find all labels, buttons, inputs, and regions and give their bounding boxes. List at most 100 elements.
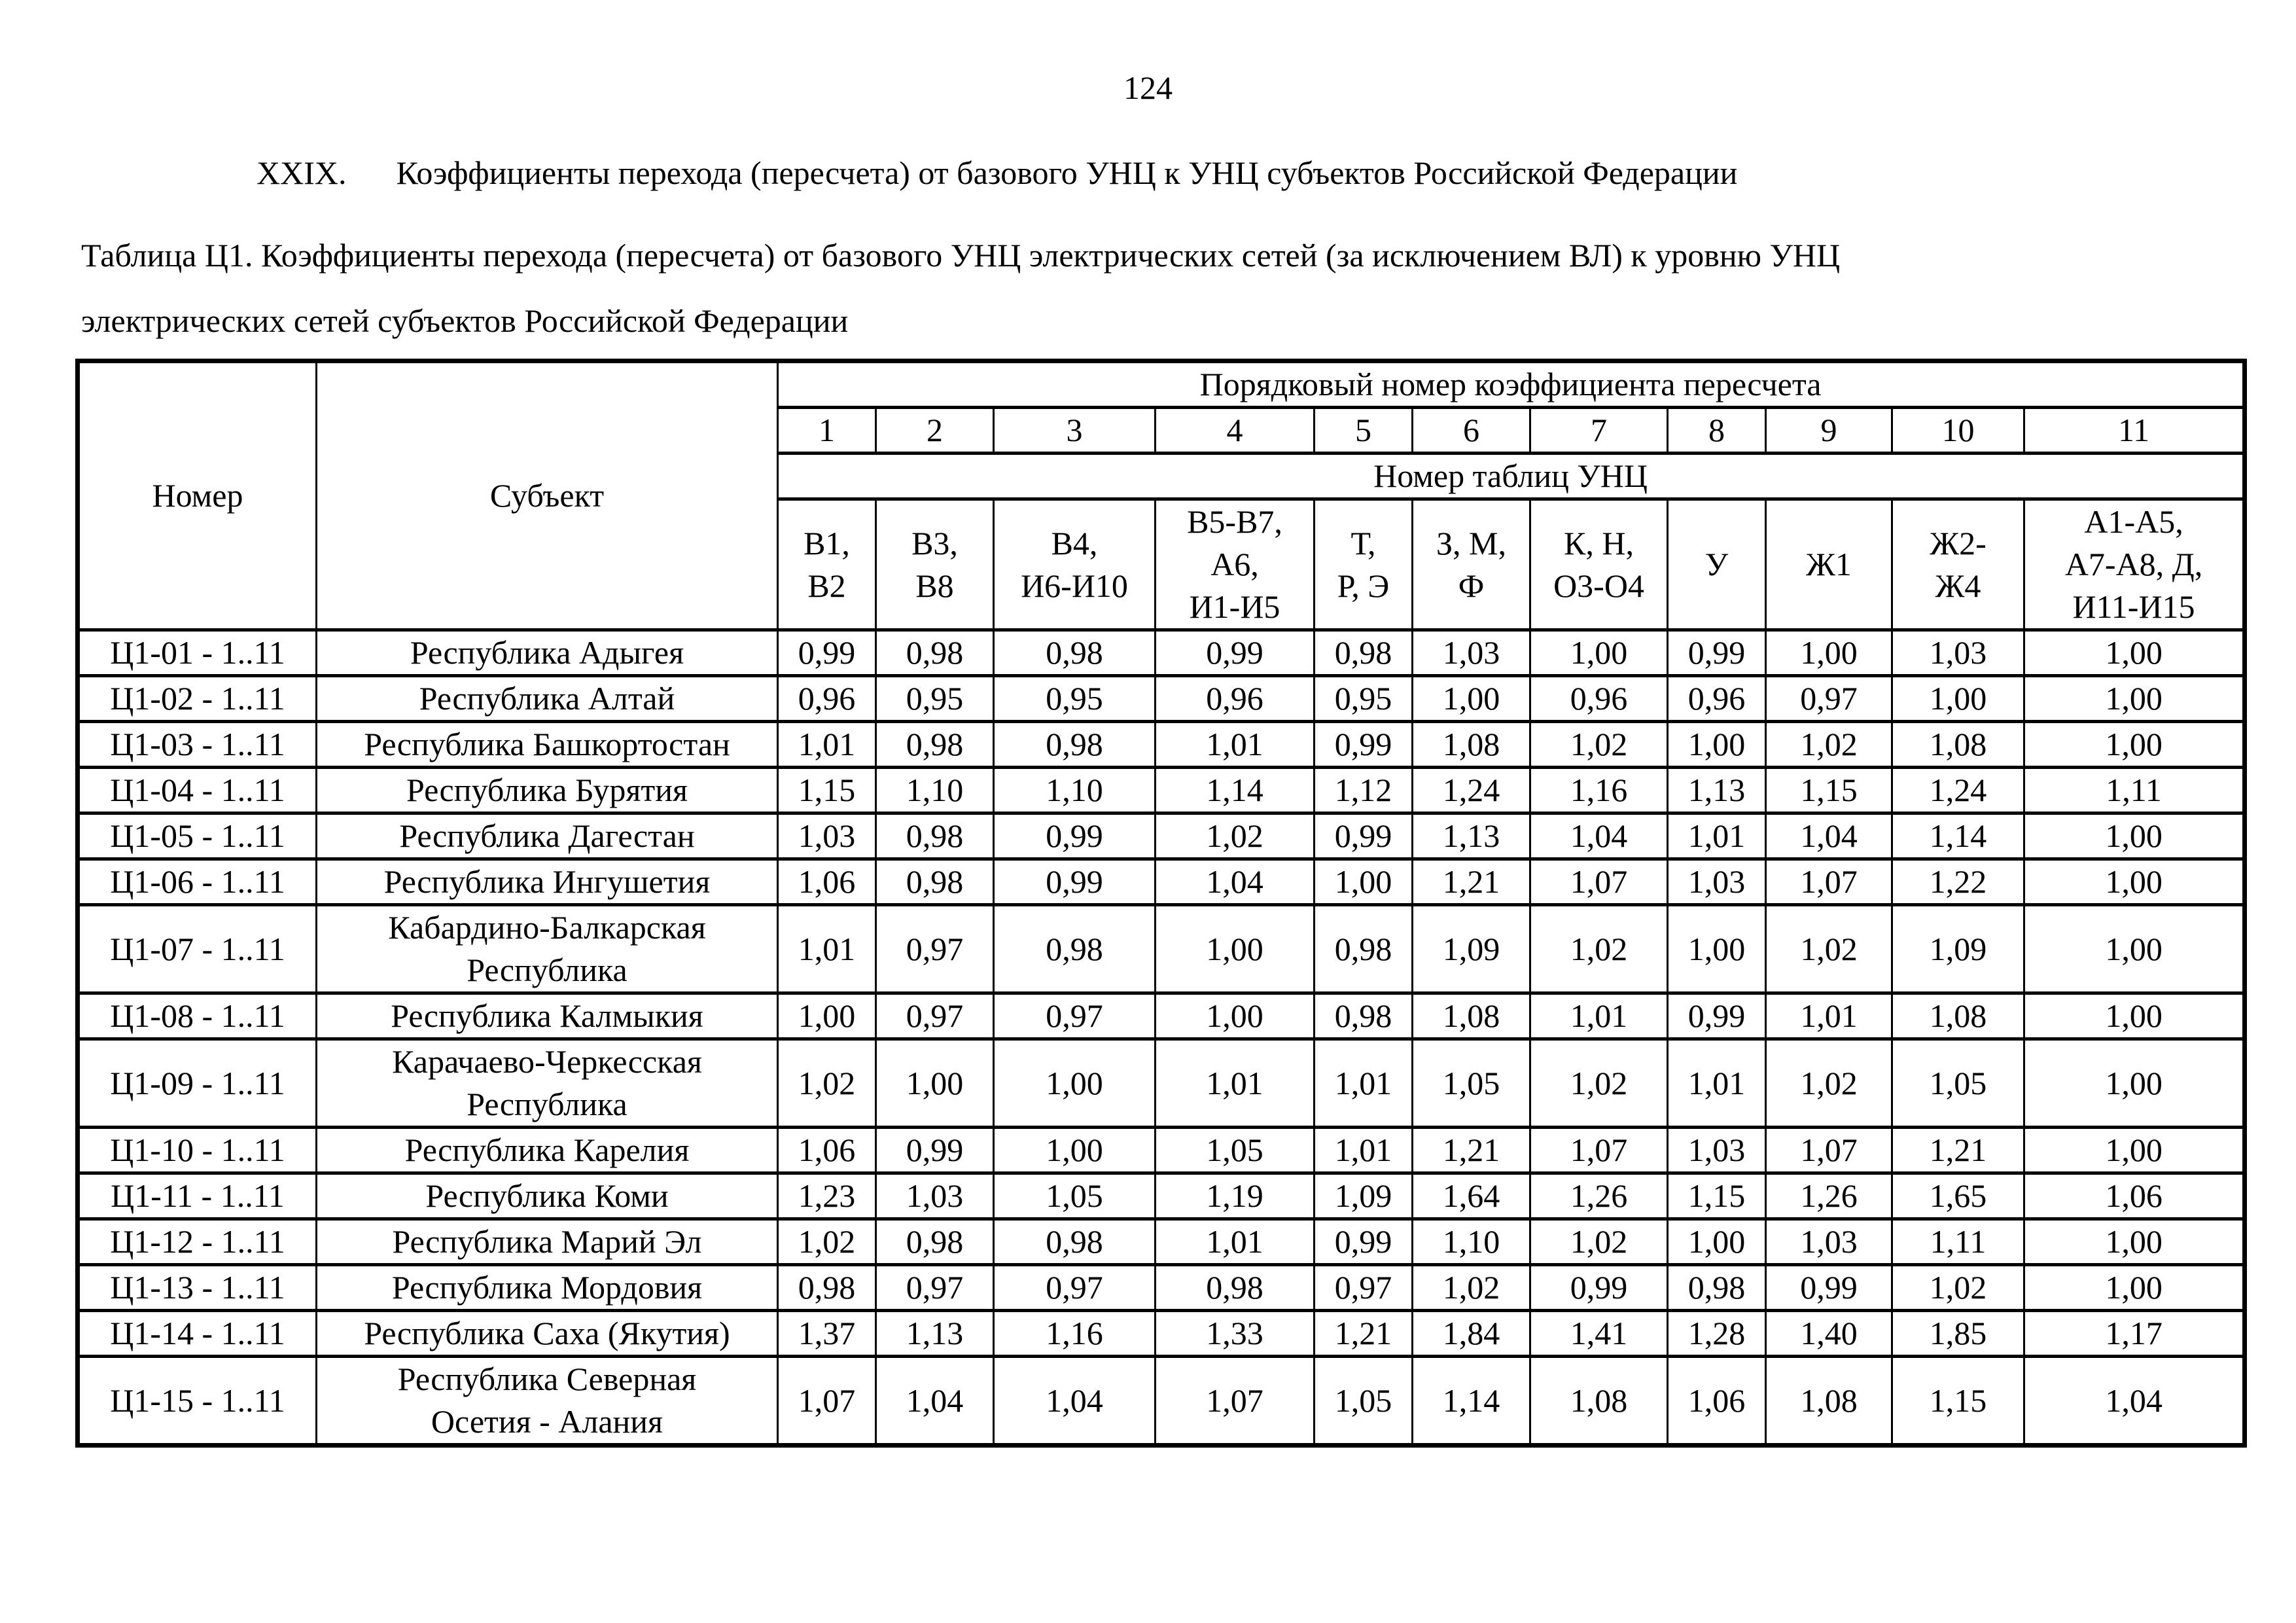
row-number-cell: Ц1-10 - 1..11 <box>77 1126 317 1175</box>
subject-cell: Республика Алтай <box>315 674 779 723</box>
row-number-cell: Ц1-05 - 1..11 <box>77 812 317 861</box>
value-cell: 1,01 <box>1529 991 1669 1041</box>
value-cell: 1,85 <box>1891 1309 2025 1358</box>
ordinal-number: 11 <box>2022 406 2246 455</box>
value-cell: 0,97 <box>875 903 995 995</box>
value-cell: 1,64 <box>1411 1171 1531 1221</box>
value-cell: 1,00 <box>1411 674 1531 723</box>
value-cell: 1,21 <box>1411 857 1531 906</box>
value-cell: 0,95 <box>993 674 1156 723</box>
value-cell: 0,98 <box>875 857 995 906</box>
value-cell: 0,97 <box>1765 674 1893 723</box>
value-cell: 1,02 <box>1411 1263 1531 1312</box>
table-row: Ц1-01 - 1..11 Республика Адыгея 0,99 0,98 0,… <box>77 628 2246 677</box>
coefficients-table: Номер Субъект Порядковый номер коэффицие… <box>75 359 2248 1448</box>
value-cell: 1,41 <box>1529 1309 1669 1358</box>
table-row: Ц1-15 - 1..11 Республика Северная Осетия … <box>77 1355 2246 1447</box>
table-body: Ц1-01 - 1..11 Республика Адыгея 0,99 0,98 0,… <box>77 628 2246 1447</box>
value-cell: 1,05 <box>993 1171 1156 1221</box>
value-cell: 1,02 <box>1529 1037 1669 1129</box>
value-cell: 1,04 <box>1529 812 1669 861</box>
value-cell: 1,23 <box>777 1171 877 1221</box>
value-cell: 1,16 <box>1529 766 1669 815</box>
value-cell: 1,06 <box>1667 1355 1767 1447</box>
value-cell: 1,08 <box>1891 720 2025 769</box>
value-cell: 1,00 <box>2022 628 2246 677</box>
table-row: Ц1-04 - 1..11 Республика Бурятия 1,15 1,10 1… <box>77 766 2246 815</box>
value-cell: 0,96 <box>1529 674 1669 723</box>
value-cell: 1,24 <box>1411 766 1531 815</box>
row-number-cell: Ц1-12 - 1..11 <box>77 1217 317 1266</box>
subject-column-header: Субъект <box>315 359 779 632</box>
ordinal-header: Порядковый номер коэффициента пересчета <box>776 359 2246 409</box>
table-row: Ц1-06 - 1..11 Республика Ингушетия 1,06 0,9… <box>77 857 2246 906</box>
subject-cell: Республика Мордовия <box>315 1263 779 1312</box>
table-row: Ц1-12 - 1..11 Республика Марий Эл 1,02 0,98… <box>77 1217 2246 1266</box>
value-cell: 1,02 <box>777 1037 877 1129</box>
value-cell: 0,99 <box>1154 628 1315 677</box>
value-cell: 1,01 <box>1154 720 1315 769</box>
value-cell: 0,99 <box>1313 720 1413 769</box>
row-number-cell: Ц1-08 - 1..11 <box>77 991 317 1041</box>
value-cell: 1,03 <box>777 812 877 861</box>
value-cell: 1,05 <box>1891 1037 2025 1129</box>
value-cell: 1,06 <box>777 857 877 906</box>
value-cell: 1,00 <box>2022 812 2246 861</box>
ordinal-numbers-row: 1 2 3 4 5 6 7 8 9 10 11 <box>78 406 2246 455</box>
value-cell: 1,00 <box>2022 720 2246 769</box>
value-cell: 1,84 <box>1411 1309 1531 1358</box>
unc-group-header: У <box>1667 497 1767 632</box>
value-cell: 1,26 <box>1529 1171 1669 1221</box>
value-cell: 1,21 <box>1411 1126 1531 1175</box>
value-cell: 1,01 <box>777 903 877 995</box>
value-cell: 1,07 <box>1765 857 1893 906</box>
table-row: Ц1-07 - 1..11 Кабардино-Балкарская Респуб… <box>77 903 2246 995</box>
subject-cell: Республика Бурятия <box>315 766 779 815</box>
value-cell: 1,02 <box>777 1217 877 1266</box>
value-cell: 0,97 <box>993 991 1156 1041</box>
value-cell: 1,00 <box>993 1126 1156 1175</box>
value-cell: 1,02 <box>1765 903 1893 995</box>
number-column-header: Номер <box>77 359 317 632</box>
value-cell: 1,01 <box>1313 1037 1413 1129</box>
value-cell: 0,96 <box>777 674 877 723</box>
value-cell: 1,04 <box>993 1355 1156 1447</box>
value-cell: 1,00 <box>2022 1126 2246 1175</box>
row-number-cell: Ц1-13 - 1..11 <box>77 1263 317 1312</box>
value-cell: 1,22 <box>1891 857 2025 906</box>
value-cell: 1,01 <box>1667 812 1767 861</box>
value-cell: 1,05 <box>1154 1126 1315 1175</box>
value-cell: 0,97 <box>993 1263 1156 1312</box>
value-cell: 1,00 <box>1765 628 1893 677</box>
row-number-cell: Ц1-07 - 1..11 <box>77 903 317 995</box>
row-number-cell: Ц1-09 - 1..11 <box>77 1037 317 1129</box>
unc-tables-header: Номер таблиц УНЦ <box>776 452 2246 501</box>
subject-cell: Республика Калмыкия <box>315 991 779 1041</box>
value-cell: 0,98 <box>777 1263 877 1312</box>
value-cell: 0,98 <box>993 720 1156 769</box>
unc-groups-row: В1, В2 В3, В8 В4, И6-И10 В5-В7, А6, И1-И5 Т,… <box>78 497 2246 632</box>
table-row: Ц1-11 - 1..11 Республика Коми 1,23 1,03 1,05… <box>77 1171 2246 1221</box>
value-cell: 1,14 <box>1411 1355 1531 1447</box>
unc-group-header: Ж1 <box>1765 497 1893 632</box>
value-cell: 1,15 <box>777 766 877 815</box>
value-cell: 0,99 <box>875 1126 995 1175</box>
row-number-cell: Ц1-03 - 1..11 <box>77 720 317 769</box>
value-cell: 1,07 <box>777 1355 877 1447</box>
value-cell: 0,95 <box>1313 674 1413 723</box>
value-cell: 1,05 <box>1313 1355 1413 1447</box>
value-cell: 1,10 <box>875 766 995 815</box>
subject-cell: Республика Коми <box>315 1171 779 1221</box>
value-cell: 1,00 <box>1313 857 1413 906</box>
value-cell: 1,08 <box>1765 1355 1893 1447</box>
value-cell: 0,99 <box>993 812 1156 861</box>
value-cell: 1,01 <box>1313 1126 1413 1175</box>
value-cell: 1,02 <box>1765 1037 1893 1129</box>
unc-group-header: В1, В2 <box>777 497 877 632</box>
unc-group-header: А1-А5, А7-А8, Д, И11-И15 <box>2022 497 2246 632</box>
value-cell: 0,98 <box>993 903 1156 995</box>
value-cell: 1,01 <box>777 720 877 769</box>
value-cell: 1,04 <box>1765 812 1893 861</box>
row-number-cell: Ц1-06 - 1..11 <box>77 857 317 906</box>
value-cell: 1,05 <box>1411 1037 1531 1129</box>
